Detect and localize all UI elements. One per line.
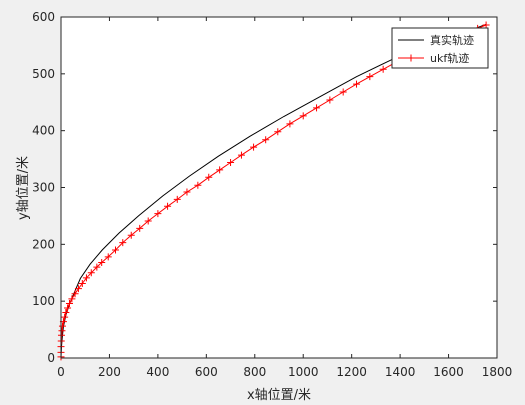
legend-box <box>391 27 489 69</box>
series-1-point-24 <box>136 224 144 232</box>
x-tick-label-9: 1800 <box>482 365 513 379</box>
legend: 真实轨迹 ukf轨迹 <box>391 27 489 69</box>
series-1-point-39 <box>299 112 307 120</box>
series-1-point-10 <box>64 304 72 312</box>
series-1-point-13 <box>71 290 79 298</box>
y-tick-label-6: 600 <box>32 10 55 24</box>
series-1-point-18 <box>93 263 101 271</box>
series-1-point-26 <box>154 210 162 218</box>
series-1-point-31 <box>205 173 213 181</box>
legend-marker-1 <box>407 54 415 62</box>
plot-box <box>60 16 498 359</box>
series-1-point-30 <box>194 181 202 189</box>
series-1-point-36 <box>262 136 270 144</box>
series-1-point-19 <box>98 259 106 267</box>
series-1-point-43 <box>353 80 361 88</box>
series-1-point-11 <box>65 299 73 307</box>
series-1-point-16 <box>82 274 90 282</box>
series-1-point-40 <box>313 104 321 112</box>
series-1-point-12 <box>68 295 76 303</box>
series-1-point-27 <box>164 202 172 210</box>
series-1-point-45 <box>379 65 387 73</box>
series-1-point-8 <box>61 313 69 321</box>
x-tick-label-6: 1200 <box>336 365 367 379</box>
legend-label-0: 真实轨迹 <box>430 33 474 47</box>
legend-label-1: ukf轨迹 <box>430 51 469 65</box>
series-1-point-15 <box>78 280 86 288</box>
series-1-point-44 <box>366 73 374 81</box>
y-tick-label-2: 200 <box>32 237 55 251</box>
x-tick-label-4: 800 <box>243 365 266 379</box>
series-1-point-41 <box>326 96 334 104</box>
y-tick-label-5: 500 <box>32 67 55 81</box>
x-axis-label: x轴位置/米 <box>247 388 311 403</box>
series-1-point-29 <box>183 188 191 196</box>
x-tick-label-0: 0 <box>57 365 65 379</box>
x-tick-label-1: 200 <box>98 365 121 379</box>
series-1-point-53 <box>482 21 490 29</box>
y-tick-label-4: 400 <box>32 124 55 138</box>
series-1-point-17 <box>87 269 95 277</box>
series-1-point-33 <box>227 158 235 166</box>
series-1-point-42 <box>339 88 347 96</box>
series-1-point-32 <box>216 166 224 174</box>
x-tick-label-3: 600 <box>195 365 218 379</box>
series-1-point-35 <box>250 143 258 151</box>
series-1-point-21 <box>112 246 119 254</box>
y-tick-label-0: 0 <box>47 351 55 365</box>
series-1-point-6 <box>58 322 66 330</box>
y-axis-label: y轴位置/米 <box>16 156 31 220</box>
series-1-point-34 <box>237 151 245 159</box>
x-tick-label-5: 1000 <box>288 365 319 379</box>
x-tick-label-8: 1600 <box>433 365 464 379</box>
x-tick-label-7: 1400 <box>385 365 416 379</box>
series-1-point-37 <box>274 128 282 136</box>
series-1-point-23 <box>127 231 135 239</box>
y-tick-label-1: 100 <box>32 294 55 308</box>
x-tick-label-2: 400 <box>146 365 169 379</box>
ticks-layer: 0 200 400 600 800 1000 1200 1400 1600 1800 0 100 200… <box>32 10 512 379</box>
series-1-point-22 <box>119 239 127 247</box>
series-1-point-20 <box>104 253 112 261</box>
series-1-point-38 <box>286 120 294 128</box>
series-1-point-28 <box>173 195 181 203</box>
plot-area <box>61 17 497 358</box>
series-1-point-25 <box>144 217 152 225</box>
series-1-point-9 <box>62 309 70 317</box>
y-tick-label-3: 300 <box>32 181 55 195</box>
series-1-point-14 <box>74 285 82 293</box>
